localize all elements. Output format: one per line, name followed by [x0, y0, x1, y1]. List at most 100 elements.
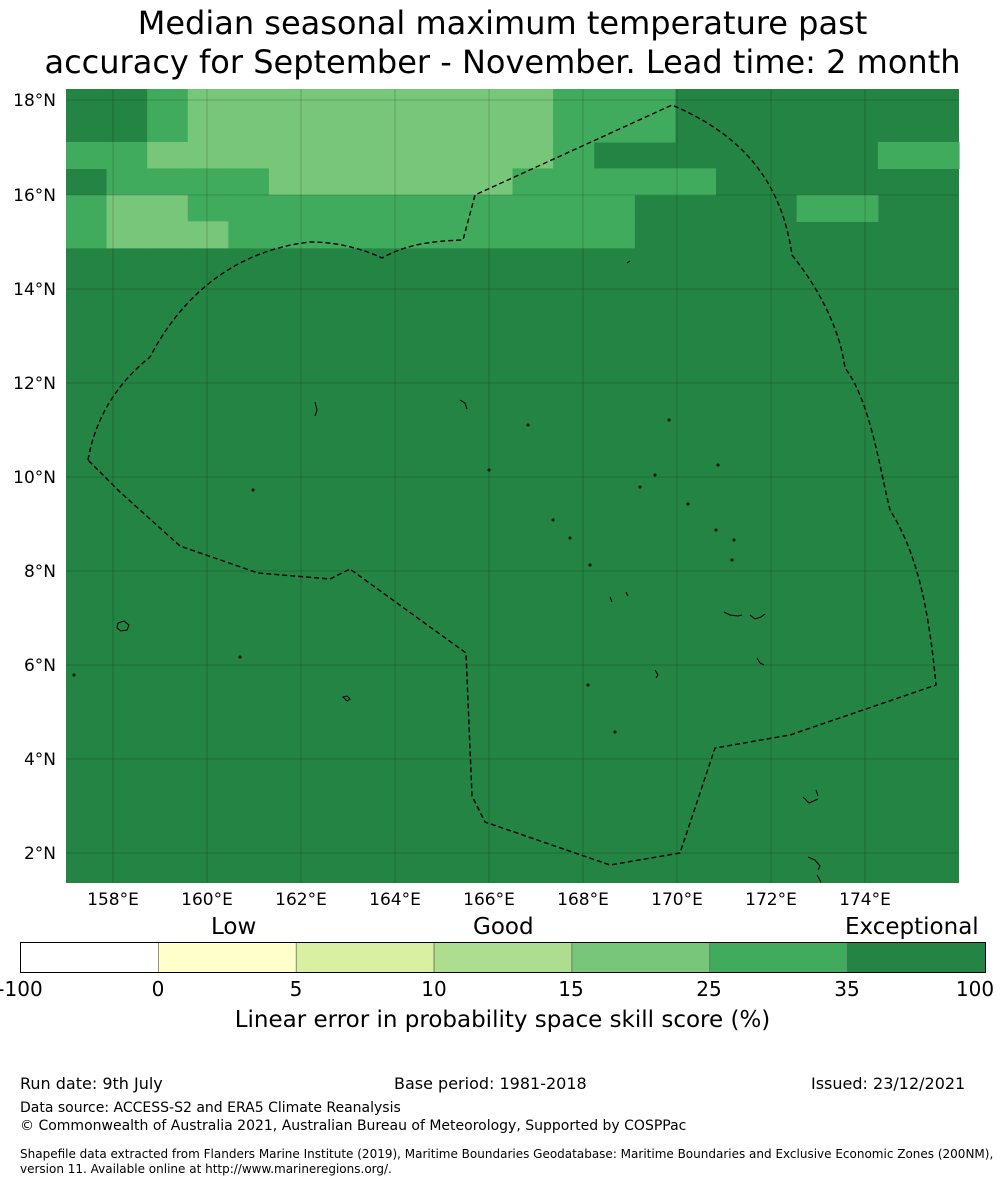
grid-cell	[228, 89, 270, 117]
grid-cell	[268, 115, 311, 143]
grid-cell	[390, 168, 432, 196]
grid-cell	[106, 141, 148, 169]
grid-cell	[431, 115, 473, 143]
lon-label: 166°E	[463, 890, 515, 910]
lon-label: 162°E	[275, 890, 327, 910]
grid-cell	[147, 221, 189, 249]
issued-date: Issued: 23/12/2021	[811, 1074, 966, 1093]
chart-title: Median seasonal maximum temperature past…	[0, 4, 1005, 82]
grid-cell	[431, 221, 473, 249]
lon-label: 172°E	[745, 890, 797, 910]
colorbar-tick: 0	[151, 977, 165, 1001]
shapefile-credit-line-1: Shapefile data extracted from Flanders M…	[20, 1147, 994, 1161]
colorbar-swatch	[20, 942, 159, 973]
grid-cell	[147, 194, 189, 222]
grid-cell	[66, 115, 108, 143]
colorbar-category-exceptional: Exceptional	[845, 914, 979, 940]
grid-cell	[512, 141, 554, 169]
grid-cell	[471, 89, 514, 117]
skill-grid	[66, 89, 960, 883]
grid-cell	[66, 89, 108, 117]
grid-cell	[918, 141, 960, 169]
colorbar-tick: 35	[834, 977, 860, 1001]
grid-cell	[593, 115, 635, 143]
grid-cell	[431, 194, 473, 222]
grid-cell	[187, 221, 229, 249]
grid-cell	[512, 194, 554, 222]
grid-cell	[309, 141, 351, 169]
grid-cell	[512, 168, 554, 196]
grid-cell	[471, 221, 514, 249]
graticule	[66, 89, 959, 883]
lat-label: 12°N	[13, 374, 56, 394]
grid-cell	[309, 115, 351, 143]
grid-cell	[350, 141, 392, 169]
grid-cell	[471, 194, 514, 222]
grid-cell	[147, 168, 189, 196]
grid-cell	[187, 115, 229, 143]
grid-cell	[187, 141, 229, 169]
grid-cell	[147, 115, 189, 143]
grid-cell	[268, 168, 311, 196]
grid-cell	[187, 168, 229, 196]
lat-label: 8°N	[23, 562, 56, 582]
colorbar-tick: 25	[696, 977, 722, 1001]
islands	[72, 260, 822, 883]
grid-cell	[553, 194, 595, 222]
grid-cell	[147, 141, 189, 169]
grid-cell	[553, 89, 595, 117]
lon-label: 158°E	[87, 890, 139, 910]
lon-label: 170°E	[651, 890, 703, 910]
grid-cell	[837, 194, 879, 222]
grid-cell	[431, 89, 473, 117]
grid-cell	[309, 168, 351, 196]
lon-label: 168°E	[557, 890, 609, 910]
grid-cell	[553, 141, 595, 169]
grid-cell	[106, 89, 148, 117]
colorbar-tick: -100	[0, 977, 43, 1001]
grid-cell	[268, 141, 311, 169]
grid-cell	[471, 115, 514, 143]
grid-cell	[634, 115, 676, 143]
grid-cell	[471, 168, 514, 196]
grid-cell	[268, 221, 311, 249]
grid-cell	[634, 89, 676, 117]
colorbar-swatch	[433, 942, 573, 973]
grid-cell	[390, 115, 432, 143]
grid-cell	[471, 141, 514, 169]
grid-cell	[390, 89, 432, 117]
grid-cell	[66, 194, 108, 222]
grid-cell	[390, 141, 432, 169]
colorbar-swatch	[847, 942, 986, 973]
grid-cell	[187, 194, 229, 222]
copyright: © Commonwealth of Australia 2021, Austra…	[20, 1118, 687, 1134]
grid-cell	[553, 168, 595, 196]
grid-cell	[877, 141, 920, 169]
lon-label: 174°E	[839, 890, 891, 910]
colorbar-tick: 100	[955, 977, 995, 1001]
grid-cell	[593, 221, 635, 249]
colorbar-category-good: Good	[473, 914, 534, 940]
shapefile-credit-line-2: version 11. Available online at http://w…	[20, 1162, 392, 1176]
colorbar-tick: 10	[421, 977, 447, 1001]
grid-cell	[228, 221, 270, 249]
grid-cell	[268, 89, 311, 117]
colorbar-tick: 15	[558, 977, 584, 1001]
grid-cell	[66, 141, 108, 169]
grid-cell	[106, 194, 148, 222]
colorbar-swatch	[709, 942, 848, 973]
grid-cell	[228, 194, 270, 222]
lat-label: 4°N	[23, 750, 56, 770]
grid-cell	[106, 221, 148, 249]
grid-cell	[228, 168, 270, 196]
grid-cell	[512, 115, 554, 143]
run-date: Run date: 9th July	[20, 1074, 163, 1093]
data-source: Data source: ACCESS-S2 and ERA5 Climate …	[20, 1100, 401, 1116]
map-svg	[66, 89, 960, 883]
lat-label: 18°N	[13, 91, 56, 111]
eez-boundary	[87, 104, 937, 866]
grid-cell	[350, 194, 392, 222]
colorbar	[20, 942, 986, 973]
grid-cell	[66, 221, 108, 249]
colorbar-tick: 5	[289, 977, 303, 1001]
